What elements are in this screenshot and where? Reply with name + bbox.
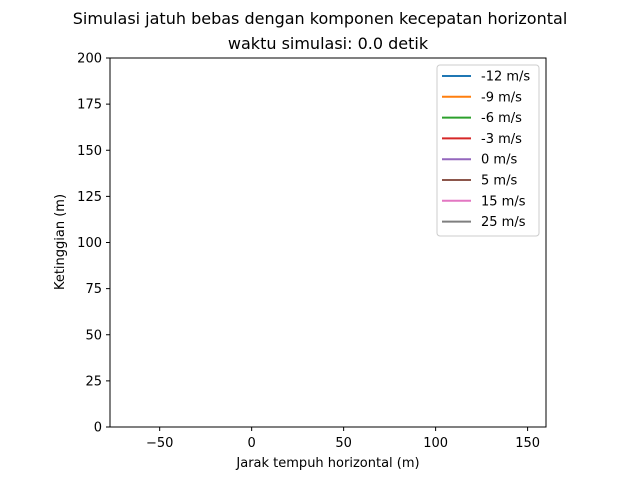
y-tick-label: 200 (77, 52, 102, 67)
legend-entries: -12 m/s -9 m/s -6 m/s -3 m/s 0 m/s 5 m/s 15 m/… (442, 70, 530, 230)
chart-subtitle: waktu simulasi: 0.0 detik (228, 34, 429, 53)
y-tick-label: 125 (77, 190, 102, 205)
legend-label: 0 m/s (481, 153, 517, 168)
x-axis-label: Jarak tempuh horizontal (m) (235, 456, 419, 471)
y-tick-label: 150 (77, 144, 102, 159)
legend-label: -12 m/s (481, 70, 530, 85)
legend-frame (436, 64, 540, 237)
x-tick-label: 150 (515, 436, 540, 451)
x-tick-label: −50 (146, 436, 173, 451)
y-tick-label: 75 (85, 282, 102, 297)
legend-label: -6 m/s (481, 111, 522, 126)
y-tick-label: 50 (85, 328, 102, 343)
x-axis-ticks: −50 0 50 100 150 (146, 427, 540, 451)
legend-label: 5 m/s (481, 174, 517, 189)
y-tick-label: 100 (77, 236, 102, 251)
y-axis-label: Ketinggian (m) (53, 194, 68, 290)
chart-title: Simulasi jatuh bebas dengan komponen kec… (73, 9, 568, 28)
legend-label: -3 m/s (481, 132, 522, 147)
x-tick-label: 100 (423, 436, 448, 451)
x-tick-label: 50 (335, 436, 352, 451)
y-tick-label: 0 (94, 421, 102, 436)
legend-label: 15 m/s (481, 194, 526, 209)
y-tick-label: 25 (85, 374, 102, 389)
legend-label: -9 m/s (481, 90, 522, 105)
y-axis-ticks: 0 25 50 75 100 125 150 175 200 (77, 52, 110, 436)
legend-label: 25 m/s (481, 215, 526, 230)
plot-frame (109, 57, 547, 428)
x-tick-label: 0 (248, 436, 256, 451)
legend: -12 m/s -9 m/s -6 m/s -3 m/s 0 m/s 5 m/s 15 m/… (436, 64, 540, 237)
y-tick-label: 175 (77, 98, 102, 113)
